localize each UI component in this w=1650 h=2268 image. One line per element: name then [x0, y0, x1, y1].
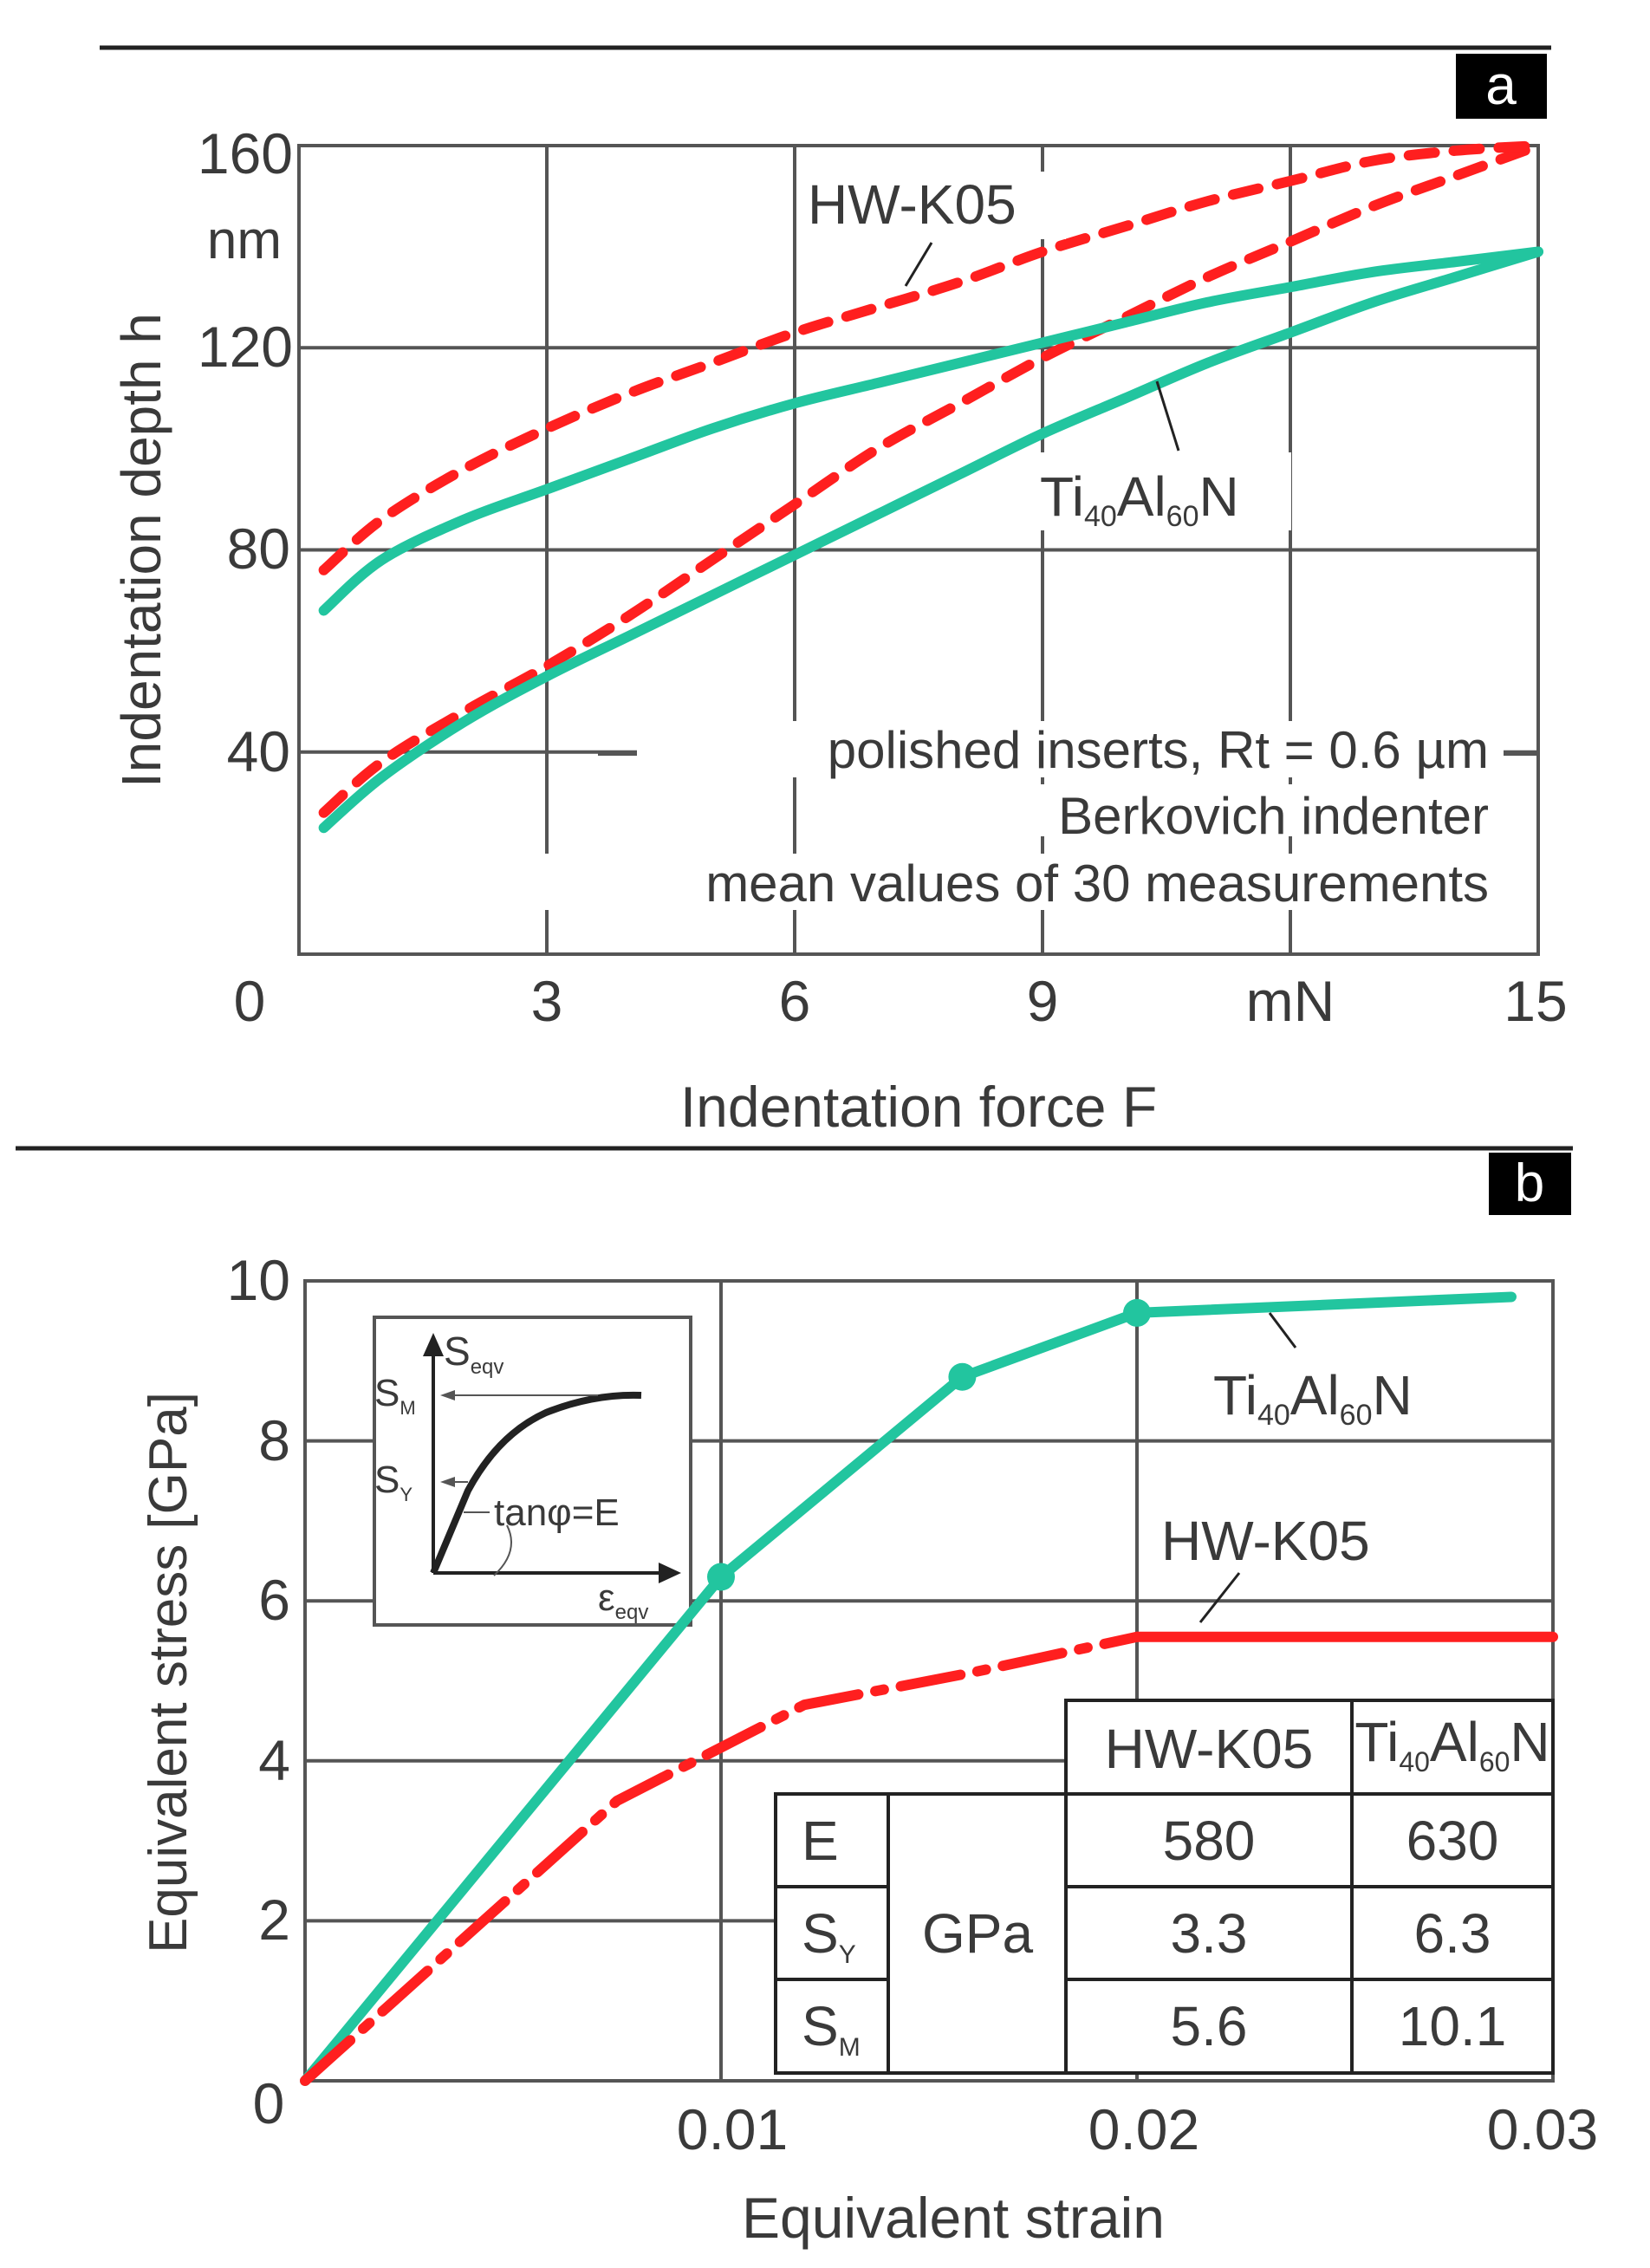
leader-hwk05-a — [904, 242, 933, 287]
ti40al60n-unloading-curve — [318, 246, 1543, 616]
label-ti-b: Ti40Al60N — [1213, 1364, 1413, 1432]
inset-sm-label: SM — [374, 1372, 416, 1419]
panel-a-xtick-6: 6 — [779, 969, 811, 1033]
table-unit: GPa — [922, 1902, 1033, 1965]
inset-angle-arc — [493, 1524, 512, 1576]
inset-curve — [430, 1391, 642, 1575]
panel-b-xtick-002: 0.02 — [1088, 2097, 1199, 2161]
label-ti-a: Ti40Al60N — [1040, 465, 1239, 533]
panel-a-frame — [297, 144, 1540, 956]
table-cell-sy-hwk05: 3.3 — [1171, 1902, 1248, 1965]
panel-a-ylabel: Indentation depth h — [110, 313, 172, 788]
panel-b-ytick-0: 0 — [253, 2071, 285, 2135]
inset-sy-label: SY — [374, 1459, 412, 1505]
inset-x-axis-label: εeqv — [598, 1576, 648, 1624]
table-row-label-sm: SM — [802, 1995, 861, 2062]
panel-a-series — [318, 140, 1543, 834]
ti40al60n-marker — [707, 1563, 735, 1591]
table-cell-sm-ti: 10.1 — [1399, 1995, 1507, 2057]
panel-a-note-3: mean values of 30 measurements — [705, 855, 1489, 913]
panel-b-ytick-8: 8 — [258, 1408, 290, 1472]
label-hwk05-a-bg — [797, 172, 1066, 239]
label-ti-b-bg — [1205, 1352, 1465, 1426]
table-cell-sy-ti: 6.3 — [1414, 1902, 1491, 1965]
panel-a-ytick-80: 80 — [227, 517, 290, 581]
panel-b-ytick-10: 10 — [227, 1248, 290, 1312]
label-hwk05-b: HW-K05 — [1161, 1510, 1370, 1572]
panel-a-xtick-0: 0 — [234, 969, 266, 1033]
inset-sm-arrow-icon — [440, 1390, 455, 1400]
label-hwk05-b-bg — [1153, 1504, 1421, 1573]
panel-a-ytick-120: 120 — [198, 315, 293, 379]
panel-a-ytick-40: 40 — [227, 719, 290, 783]
table-header-ti: Ti40Al60N — [1354, 1711, 1549, 1777]
panel-b-ytick-4: 4 — [258, 1728, 290, 1792]
panel-a-note-2: Berkovich indenter — [1058, 787, 1489, 845]
table-cell-e-hwk05: 580 — [1163, 1810, 1256, 1872]
panel-b-xtick-001: 0.01 — [677, 2097, 788, 2161]
panel-b-frame — [303, 1279, 1555, 2083]
panel-a-xtick-9: 9 — [1027, 969, 1059, 1033]
label-ti-a-bg — [1031, 452, 1291, 530]
panel-a-tag-box — [1456, 54, 1547, 119]
leader-hwk05-b — [1199, 1572, 1241, 1623]
panel-b-tag: b — [1515, 1153, 1544, 1213]
hwk05-loading-curve — [318, 140, 1543, 818]
panel-a-xtick-15: 15 — [1504, 969, 1567, 1033]
ti40al60n-marker — [1123, 1298, 1151, 1327]
panel-b-xtick-003: 0.03 — [1487, 2097, 1598, 2161]
panel-a-note-bg — [637, 721, 1504, 777]
panel-b-series — [300, 1291, 1558, 2086]
table-cell-sm-hwk05: 5.6 — [1171, 1995, 1248, 2057]
panel-a-tag: a — [1485, 54, 1517, 116]
inset-graphic — [423, 1333, 681, 1583]
table-header-hwk05: HW-K05 — [1105, 1718, 1314, 1780]
table-row-label-sy: SY — [802, 1902, 856, 1969]
inset-y-arrow-icon — [423, 1333, 444, 1356]
hwk05-stress-strain-line-1 — [300, 1631, 1142, 2086]
panel-a-xtick-mN: mN — [1246, 969, 1335, 1033]
panel-a-note-bg2 — [901, 784, 1504, 836]
label-hwk05-a: HW-K05 — [808, 173, 1017, 236]
table-cell-e-ti: 630 — [1406, 1810, 1499, 1872]
properties-table — [774, 1699, 1555, 2075]
stress-strain-inset — [373, 1316, 692, 1627]
panel-a-yunit: nm — [207, 211, 282, 270]
leader-ti-b — [1268, 1312, 1297, 1348]
panel-b-tag-box — [1489, 1153, 1571, 1215]
inset-x-arrow-icon — [659, 1563, 681, 1583]
panel-a-xlabel: Indentation force F — [680, 1075, 1157, 1139]
panel-b-ytick-2: 2 — [258, 1888, 290, 1952]
ti40al60n-loading-curve — [318, 246, 1543, 834]
panel-b-ylabel: Equivalent stress [GPa] — [139, 1392, 198, 1953]
inset-y-axis-label: Seqv — [444, 1329, 503, 1379]
panel-b-ytick-6: 6 — [258, 1568, 290, 1632]
hwk05-unloading-curve — [318, 140, 1543, 575]
inset-slope-label: tanφ=E — [494, 1491, 620, 1534]
panel-a-note-1: polished inserts, Rt = 0.6 µm — [828, 721, 1489, 779]
panel-a-note-bg3 — [485, 854, 1504, 910]
panel-a-xtick-3: 3 — [531, 969, 563, 1033]
ti40al60n-marker — [948, 1362, 977, 1391]
panel-a-ytick-160: 160 — [198, 121, 293, 185]
table-row-label-e: E — [802, 1810, 839, 1872]
panel-b-xlabel: Equivalent strain — [742, 2186, 1165, 2250]
table-body-box — [774, 1792, 1555, 2075]
table-header-box — [1064, 1699, 1555, 1796]
leader-ti-a — [1155, 380, 1180, 452]
inset-sy-arrow-icon — [440, 1477, 455, 1487]
